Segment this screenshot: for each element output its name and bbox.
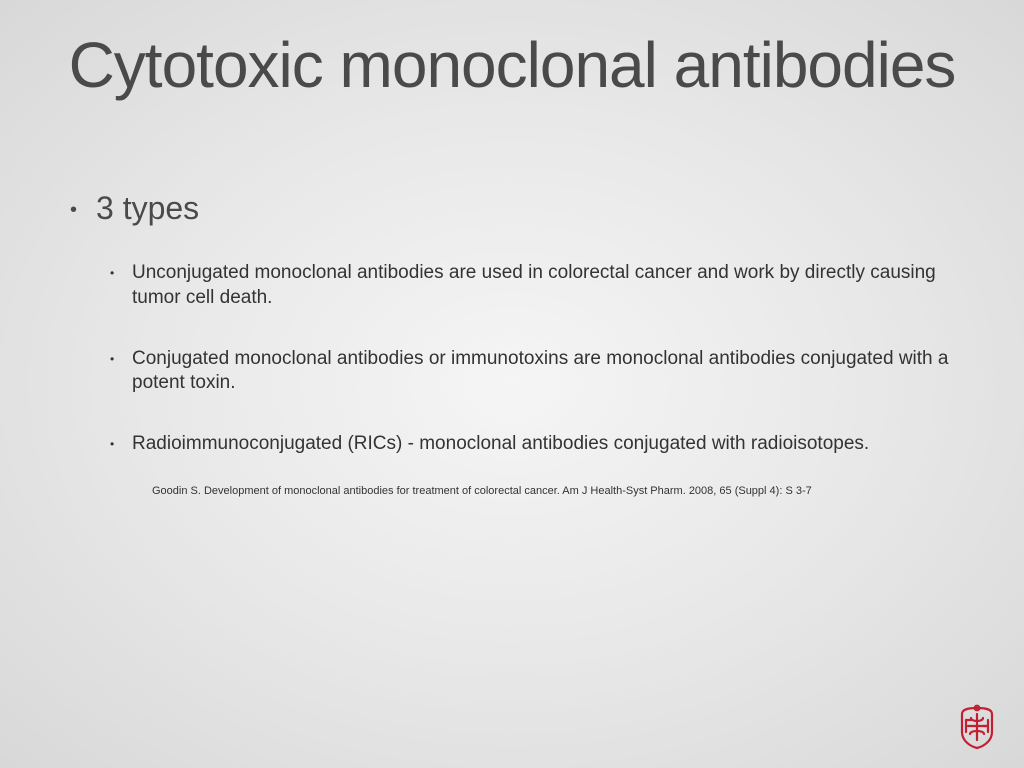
point-item: Conjugated monoclonal antibodies or immu… (110, 347, 964, 396)
point-text: Conjugated monoclonal antibodies or immu… (132, 348, 948, 394)
level1-list: 3 types (60, 190, 964, 227)
citation-text: Goodin S. Development of monoclonal anti… (60, 485, 964, 497)
point-item: Unconjugated monoclonal antibodies are u… (110, 261, 964, 310)
point-item: Radioimmunoconjugated (RICs) - monoclona… (110, 432, 964, 457)
point-text: Radioimmunoconjugated (RICs) - monoclona… (132, 433, 869, 454)
heading-text: 3 types (96, 190, 199, 226)
heading-item: 3 types (70, 190, 964, 227)
slide-title: Cytotoxic monoclonal antibodies (60, 30, 964, 100)
medical-cross-shield-logo-icon (958, 704, 996, 750)
slide-container: Cytotoxic monoclonal antibodies 3 types … (0, 0, 1024, 768)
level2-list: Unconjugated monoclonal antibodies are u… (60, 261, 964, 456)
point-text: Unconjugated monoclonal antibodies are u… (132, 262, 936, 308)
